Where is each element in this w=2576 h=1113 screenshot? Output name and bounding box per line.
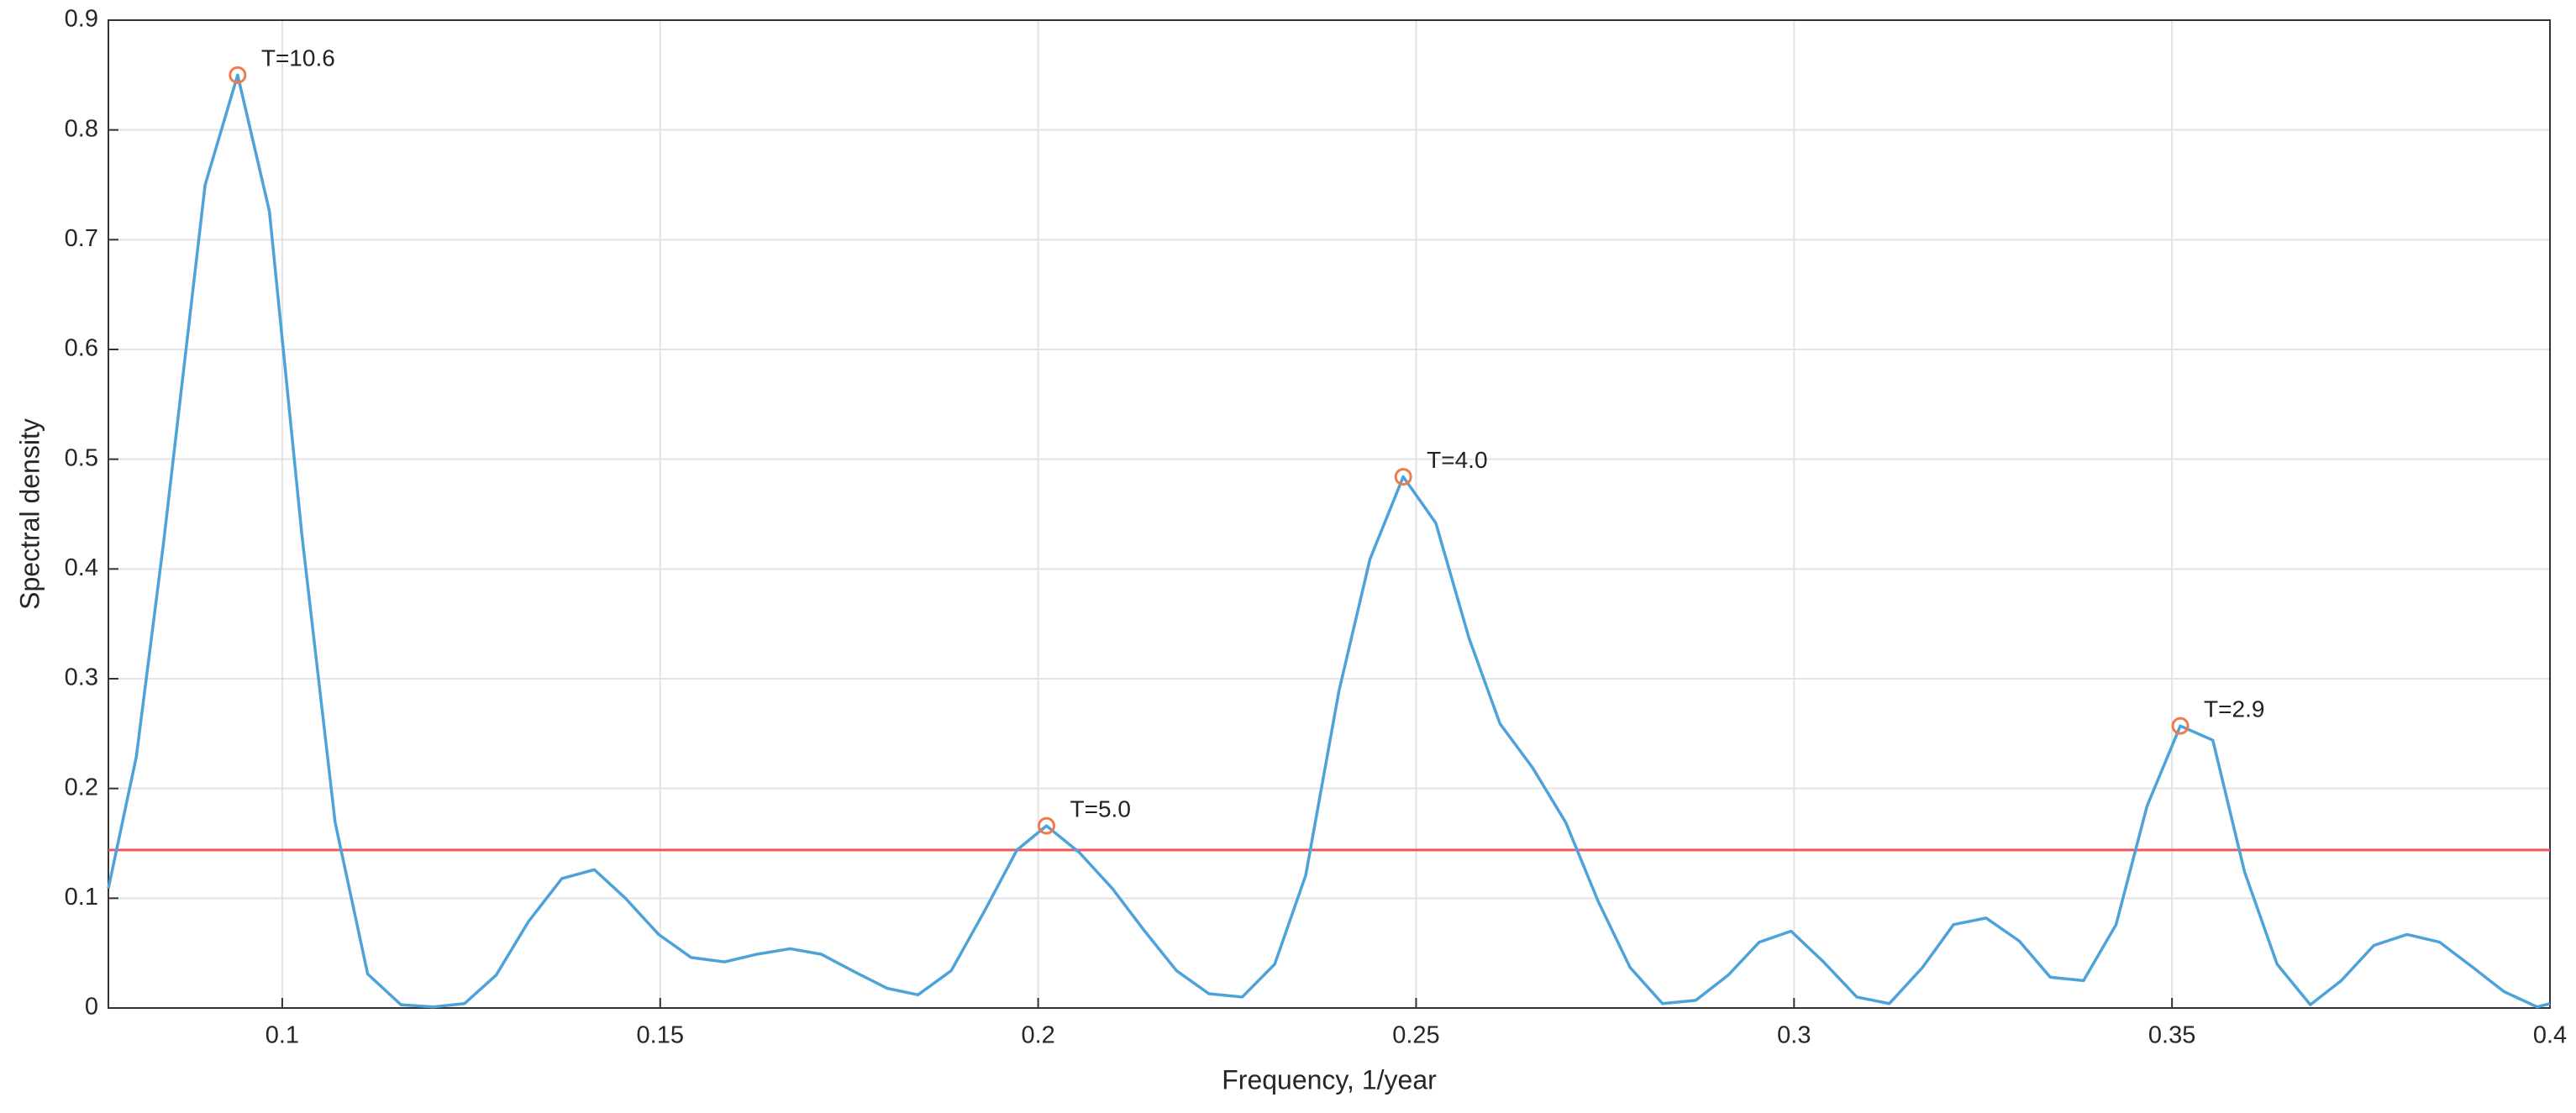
x-axis-label: Frequency, 1/year: [1222, 1064, 1437, 1095]
x-tick-label: 0.15: [637, 1022, 684, 1049]
peak-label: T=5.0: [1070, 795, 1131, 822]
y-tick-label: 0.4: [65, 554, 98, 581]
peak-label: T=2.9: [2204, 696, 2264, 722]
x-tick-label: 0.4: [2533, 1022, 2567, 1049]
y-tick-label: 0.3: [65, 664, 98, 691]
y-tick-label: 0.8: [65, 115, 98, 142]
y-tick-label: 0: [85, 994, 98, 1021]
spectrum-line: [107, 73, 2551, 1009]
x-tick-label: 0.25: [1392, 1022, 1439, 1049]
y-tick-label: 0.9: [65, 6, 98, 33]
y-tick-label: 0.5: [65, 444, 98, 471]
peak-label: T=10.6: [261, 45, 335, 71]
x-tick-label: 0.2: [1021, 1022, 1054, 1049]
peak-label: T=4.0: [1427, 447, 1487, 473]
y-tick-label: 0.2: [65, 774, 98, 801]
peak-marker: [229, 66, 247, 84]
x-tick-label: 0.35: [2148, 1022, 2195, 1049]
x-tick-label: 0.1: [265, 1022, 299, 1049]
peak-marker: [2171, 717, 2190, 735]
y-tick-label: 0.1: [65, 884, 98, 911]
y-tick-label: 0.6: [65, 335, 98, 362]
plot-frame: [108, 19, 2551, 1009]
x-tick-label: 0.3: [1777, 1022, 1811, 1049]
y-axis-label: Spectral density: [14, 418, 45, 610]
peak-marker: [1038, 816, 1056, 835]
peak-marker: [1394, 468, 1412, 486]
y-tick-label: 0.7: [65, 225, 98, 252]
